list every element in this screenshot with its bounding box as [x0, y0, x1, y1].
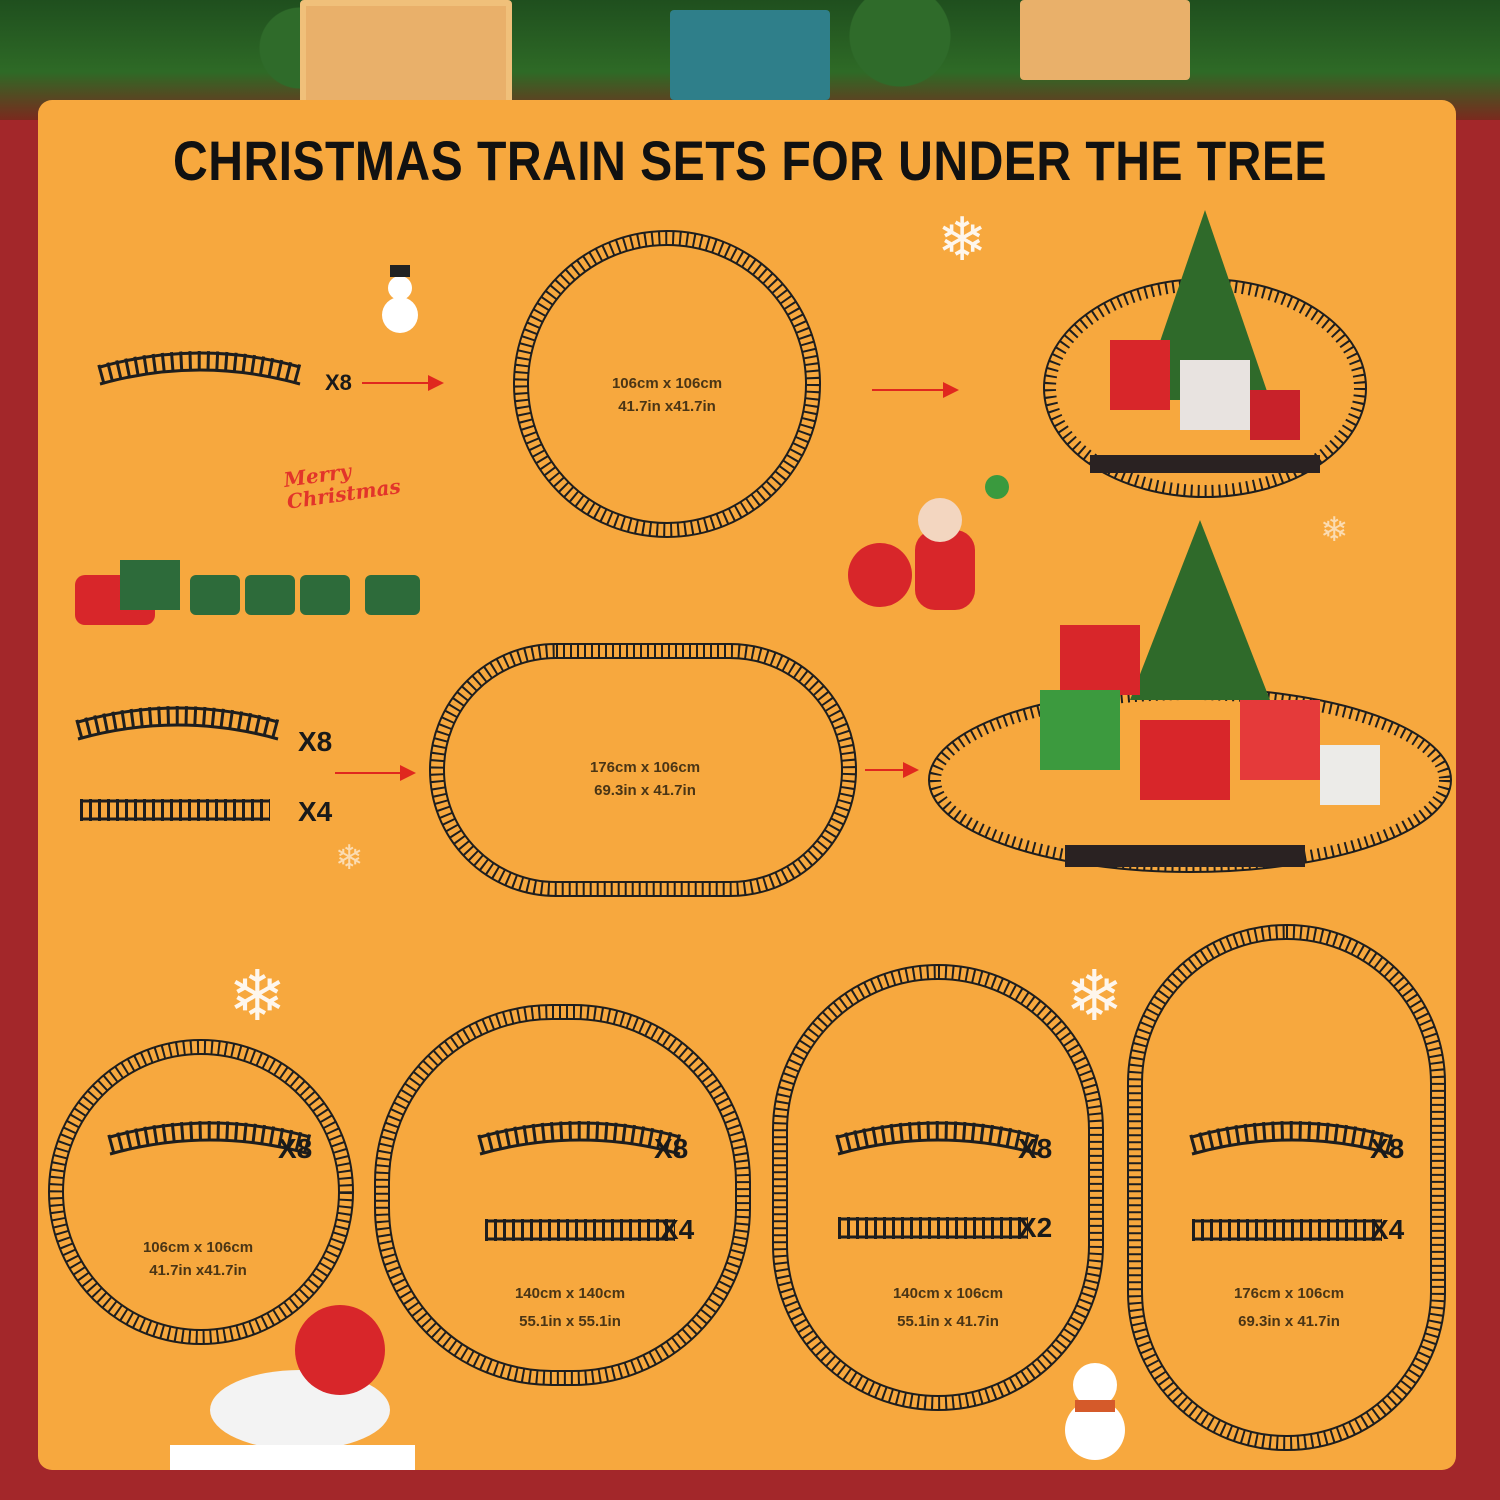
gift-decoration [1020, 0, 1190, 80]
snowflake-icon: ❄ [335, 839, 364, 877]
curved-piece-icon [480, 1123, 680, 1154]
piece-count: X8 [1370, 1133, 1405, 1164]
dimension-cm: 176cm x 106cm [1233, 1285, 1345, 1302]
dimension-label: 140cm x 140cm 55.1in x 55.1in [470, 1280, 670, 1336]
piece-count: X8 [1018, 1133, 1053, 1164]
track-layout-3 [772, 964, 1104, 1411]
snowflake-icon: ❄ [1320, 511, 1349, 549]
dimension-cm: 140cm x 140cm [514, 1285, 626, 1302]
gift-decoration [300, 0, 512, 107]
snowflake-icon: ❄ [228, 957, 287, 1035]
dimension-in: 69.3in x 41.7in [1238, 1313, 1340, 1330]
piece-count: X4 [1370, 1214, 1405, 1245]
dimension-cm: 106cm x 106cm [611, 375, 723, 392]
curved-piece-icon [78, 708, 278, 739]
track-oval-176x106 [429, 643, 857, 897]
curved-piece-icon [100, 353, 300, 384]
dimension-label: 106cm x 106cm 41.7in x41.7in [98, 1236, 298, 1282]
dimension-in: 41.7in x41.7in [149, 1262, 247, 1279]
track-layout-2 [374, 1004, 751, 1386]
dimension-cm: 140cm x 106cm [892, 1285, 1004, 1302]
piece-count: X8 [298, 726, 333, 757]
page-title: CHRISTMAS TRAIN SETS FOR UNDER THE TREE [173, 129, 1327, 192]
christmas-tree-illustration [1040, 210, 1380, 867]
dimension-label: 176cm x 106cm 69.3in x 41.7in [545, 756, 745, 802]
piece-count: X4 [660, 1214, 695, 1245]
dimension-cm: 106cm x 106cm [142, 1239, 254, 1256]
toy-train-illustration [75, 560, 420, 625]
dimension-cm: 176cm x 106cm [589, 759, 701, 776]
snowman-illustration [170, 265, 1125, 1470]
dimension-in: 69.3in x 41.7in [594, 782, 696, 799]
dimension-in: 41.7in x41.7in [618, 398, 716, 415]
straight-piece-icon [1192, 1221, 1382, 1239]
snowflake-icon: ❄ [937, 206, 988, 273]
dimension-in: 55.1in x 55.1in [519, 1313, 621, 1330]
santa-illustration [848, 475, 1009, 610]
piece-count: X8 [325, 370, 352, 395]
track-layout-1 [48, 1039, 354, 1345]
curved-piece-icon [1192, 1123, 1392, 1154]
straight-piece-icon [80, 801, 270, 819]
piece-count: X4 [298, 796, 333, 827]
dimension-label: 106cm x 106cm 41.7in x41.7in [567, 372, 767, 418]
dimension-in: 55.1in x 41.7in [897, 1313, 999, 1330]
gift-decoration [670, 10, 830, 100]
curved-piece-icon [838, 1123, 1038, 1154]
snowflake-icon: ❄ [1065, 957, 1124, 1035]
dimension-label: 176cm x 106cm 69.3in x 41.7in [1189, 1280, 1389, 1336]
track-layout-4 [1127, 924, 1446, 1451]
straight-piece-icon [485, 1221, 675, 1239]
piece-count: X2 [1018, 1212, 1053, 1243]
track-circle-106x106 [513, 230, 821, 538]
straight-piece-icon [838, 1219, 1028, 1237]
dimension-label: 140cm x 106cm 55.1in x 41.7in [848, 1280, 1048, 1336]
piece-count: X8 [654, 1133, 689, 1164]
piece-count: X8 [278, 1133, 313, 1164]
